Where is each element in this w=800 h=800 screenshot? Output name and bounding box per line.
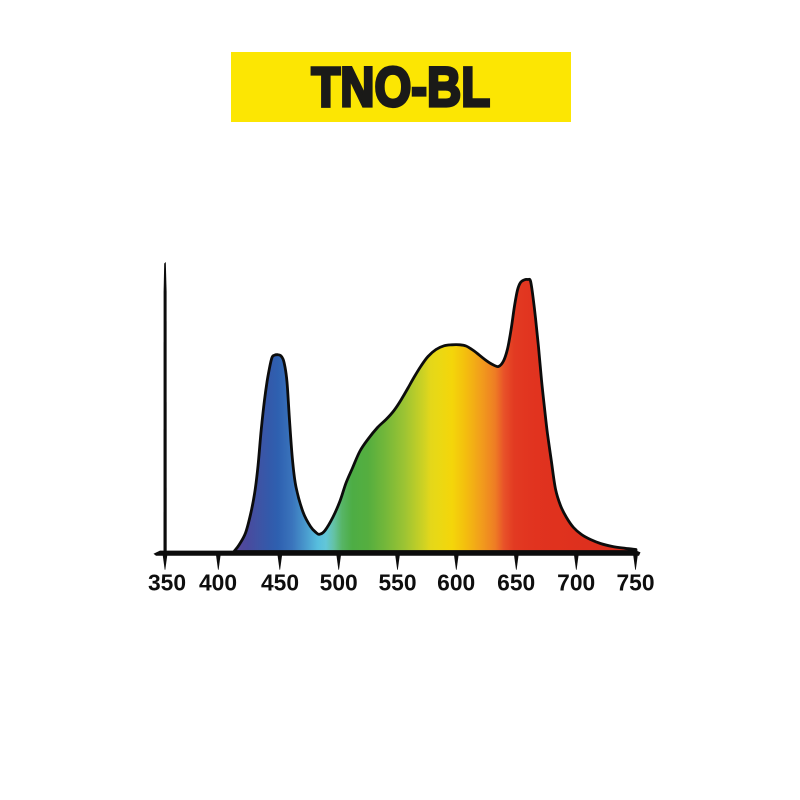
svg-text:450: 450 (261, 570, 299, 596)
svg-text:700: 700 (557, 570, 595, 596)
svg-text:750: 750 (616, 570, 654, 596)
svg-text:350: 350 (148, 570, 186, 596)
svg-text:500: 500 (320, 570, 358, 596)
svg-text:600: 600 (437, 570, 475, 596)
svg-text:400: 400 (199, 570, 237, 596)
svg-text:550: 550 (378, 570, 416, 596)
svg-text:650: 650 (497, 570, 535, 596)
